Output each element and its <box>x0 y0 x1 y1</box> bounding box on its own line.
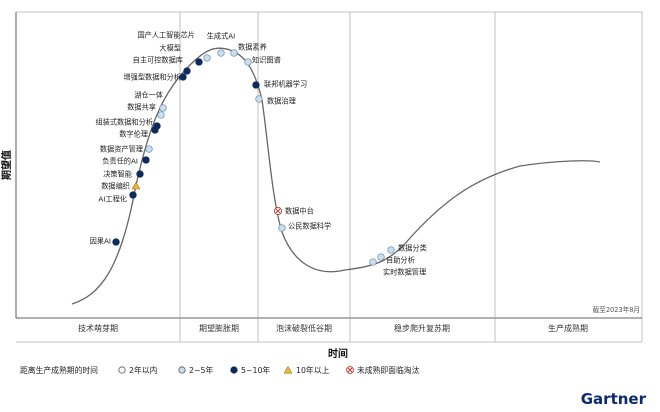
tech-21-label: 数据分类 <box>398 244 427 253</box>
tech-16-marker <box>244 58 252 66</box>
legend-label-lt2: 2年以内 <box>129 365 158 375</box>
legend-marker-lt2 <box>118 366 126 374</box>
tech-point-16: 知识图谱 <box>244 56 281 66</box>
tech-8-label: 数据共享 <box>127 103 156 112</box>
legend-item-obsolete: 未成熟即面临淘汰 <box>346 365 420 375</box>
phase-label-3: 泡沫破裂低谷期 <box>276 323 332 333</box>
legend-label-obsolete: 未成熟即面临淘汰 <box>357 365 420 375</box>
tech-18-label: 数据治理 <box>267 97 296 106</box>
tech-17-label: 联邦机器学习 <box>264 80 307 89</box>
legend-title: 距离生产成熟期的时间 <box>20 365 98 375</box>
tech-11-marker <box>183 67 191 75</box>
tech-point-14: 生成式AI <box>207 32 236 57</box>
tech-1-marker <box>129 191 137 199</box>
tech-10-label: 增强型数据和分析 <box>123 73 181 82</box>
tech-7-label: 组装式数据和分析 <box>95 118 153 127</box>
tech-21-marker <box>387 246 395 254</box>
tech-0-marker <box>112 238 120 246</box>
tech-point-6: 数字伦理 <box>119 126 159 139</box>
tech-point-18: 数据治理 <box>255 95 296 106</box>
tech-20-label: 公民数据科学 <box>288 222 331 231</box>
tech-12-marker <box>195 58 203 66</box>
tech-3-marker <box>136 170 144 178</box>
legend-marker-gt10 <box>283 365 293 374</box>
tech-2-label: 数据编织 <box>101 182 130 191</box>
tech-0-label: 因果AI <box>90 237 111 246</box>
tech-3-label: 决策智能 <box>103 170 132 179</box>
tech-point-0: 因果AI <box>90 237 120 246</box>
tech-23-label: 实时数据管理 <box>383 268 426 277</box>
tech-14-marker <box>217 49 225 57</box>
tech-point-2: 数据编织 <box>101 181 141 191</box>
legend-item-gt10: 10年以上 <box>283 365 330 375</box>
legend-marker-2to5 <box>178 366 186 374</box>
tech-19-label: 数据中台 <box>285 207 314 216</box>
hype-curve <box>71 47 601 305</box>
tech-12-label: 大模型 <box>159 44 181 53</box>
legend-marker-5to10 <box>230 366 238 374</box>
tech-point-23: 实时数据管理 <box>369 258 426 277</box>
tech-point-1: AI工程化 <box>98 191 137 204</box>
tech-point-3: 决策智能 <box>103 170 144 179</box>
tech-9-marker <box>159 104 167 112</box>
points-layer: 因果AI AI工程化 数据编织 决策智能 负责任的AI 数据资产管理 数字伦理 组装式数据和分… <box>90 31 427 277</box>
tech-17-marker <box>252 81 260 89</box>
as-of-note: 截至2023年8月 <box>593 305 640 314</box>
tech-15-label: 数据素养 <box>238 43 267 52</box>
phase-label-4: 稳步爬升复苏期 <box>394 323 450 333</box>
phase-label-1: 技术萌芽期 <box>78 323 118 333</box>
legend-item-2to5: 2~5年 <box>178 365 213 375</box>
gartner-logo: Gartner <box>581 390 647 408</box>
tech-2-marker <box>131 181 141 190</box>
y-axis-title: 期望值 <box>0 150 13 180</box>
phase-label-5: 生产成熟期 <box>548 323 588 333</box>
tech-point-15: 数据素养 <box>230 43 267 57</box>
tech-point-8: 数据共享 <box>127 103 165 119</box>
tech-point-9: 湖仓一体 <box>134 91 167 112</box>
x-axis-title: 时间 <box>328 347 348 360</box>
tech-1-label: AI工程化 <box>98 195 127 204</box>
tech-18-marker <box>255 95 263 103</box>
tech-5-label: 数据资产管理 <box>100 145 143 154</box>
tech-point-7: 组装式数据和分析 <box>95 118 161 130</box>
tech-point-22: 自助分析 <box>377 253 415 265</box>
tech-20-marker <box>278 224 286 232</box>
tech-13-marker <box>203 54 211 62</box>
tech-11-label: 自主可控数据库 <box>133 56 183 65</box>
tech-22-label: 自助分析 <box>386 256 415 265</box>
tech-16-label: 知识图谱 <box>252 56 281 65</box>
tech-5-marker <box>145 145 153 153</box>
tech-point-20: 公民数据科学 <box>278 222 331 232</box>
legend-item-lt2: 2年以内 <box>118 365 158 375</box>
tech-point-5: 数据资产管理 <box>100 145 153 154</box>
tech-point-21: 数据分类 <box>387 244 427 254</box>
tech-23-marker <box>369 258 377 266</box>
legend-label-2to5: 2~5年 <box>189 365 213 375</box>
legend-item-5to10: 5~10年 <box>230 365 270 375</box>
tech-14-label: 生成式AI <box>207 32 236 41</box>
tech-22-marker <box>377 253 385 261</box>
tech-point-11: 自主可控数据库 <box>133 56 191 75</box>
legend-label-5to10: 5~10年 <box>241 365 270 375</box>
tech-point-17: 联邦机器学习 <box>252 80 307 89</box>
tech-13-label: 国产人工智能芯片 <box>137 31 195 40</box>
tech-point-4: 负责任的AI <box>102 156 150 166</box>
tech-point-13: 国产人工智能芯片 <box>137 31 211 62</box>
tech-6-label: 数字伦理 <box>119 130 148 139</box>
tech-point-12: 大模型 <box>159 44 203 66</box>
tech-9-label: 湖仓一体 <box>134 91 163 100</box>
tech-10-marker <box>179 73 187 81</box>
tech-4-marker <box>142 156 150 164</box>
tech-19-cross <box>275 208 281 214</box>
tech-8-marker <box>157 111 165 119</box>
tech-15-marker <box>230 49 238 57</box>
tech-point-10: 增强型数据和分析 <box>123 73 187 82</box>
legend-marker-obsolete-cross <box>347 367 353 373</box>
legend-label-gt10: 10年以上 <box>296 365 330 375</box>
phase-label-2: 期望膨胀期 <box>199 323 239 333</box>
tech-4-label: 负责任的AI <box>102 157 138 166</box>
tech-point-19: 数据中台 <box>273 207 314 216</box>
tech-7-marker <box>153 122 161 130</box>
